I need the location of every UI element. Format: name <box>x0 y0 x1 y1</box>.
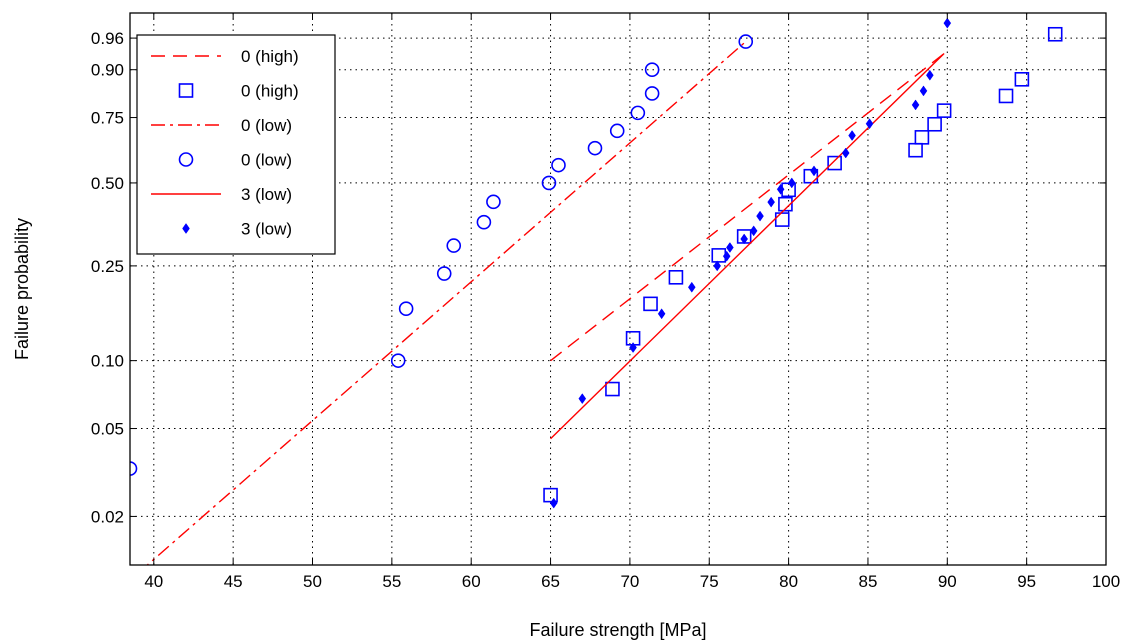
legend: 0 (high) 0 (high) 0 (low) 0 (low) 3 (low) 3 (… <box>137 35 335 254</box>
x-tick-label: 40 <box>144 572 163 591</box>
legend-label: 0 (high) <box>241 82 299 101</box>
x-tick-label: 45 <box>224 572 243 591</box>
y-tick-label: 0.96 <box>91 29 124 48</box>
x-tick-label: 65 <box>541 572 560 591</box>
y-tick-label: 0.02 <box>91 507 124 526</box>
x-tick-label: 50 <box>303 572 322 591</box>
legend-label: 3 (low) <box>241 220 292 239</box>
legend-label: 0 (low) <box>241 116 292 135</box>
x-tick-label: 100 <box>1092 572 1120 591</box>
x-tick-label: 60 <box>462 572 481 591</box>
x-axis-label: Failure strength [MPa] <box>529 620 706 640</box>
legend-label: 3 (low) <box>241 185 292 204</box>
y-tick-label: 0.50 <box>91 174 124 193</box>
y-tick-label: 0.90 <box>91 61 124 80</box>
y-tick-label: 0.25 <box>91 257 124 276</box>
x-tick-label: 90 <box>938 572 957 591</box>
legend-label: 0 (high) <box>241 47 299 66</box>
legend-label: 0 (low) <box>241 151 292 170</box>
x-tick-label: 70 <box>620 572 639 591</box>
legend-box <box>137 35 335 254</box>
x-tick-label: 95 <box>1017 572 1036 591</box>
x-tick-label: 85 <box>858 572 877 591</box>
x-tick-label: 55 <box>382 572 401 591</box>
y-axis-label: Failure probability <box>12 218 32 360</box>
x-tick-label: 80 <box>779 572 798 591</box>
y-tick-label: 0.05 <box>91 420 124 439</box>
y-tick-label: 0.75 <box>91 109 124 128</box>
y-tick-label: 0.10 <box>91 352 124 371</box>
x-tick-label: 75 <box>700 572 719 591</box>
